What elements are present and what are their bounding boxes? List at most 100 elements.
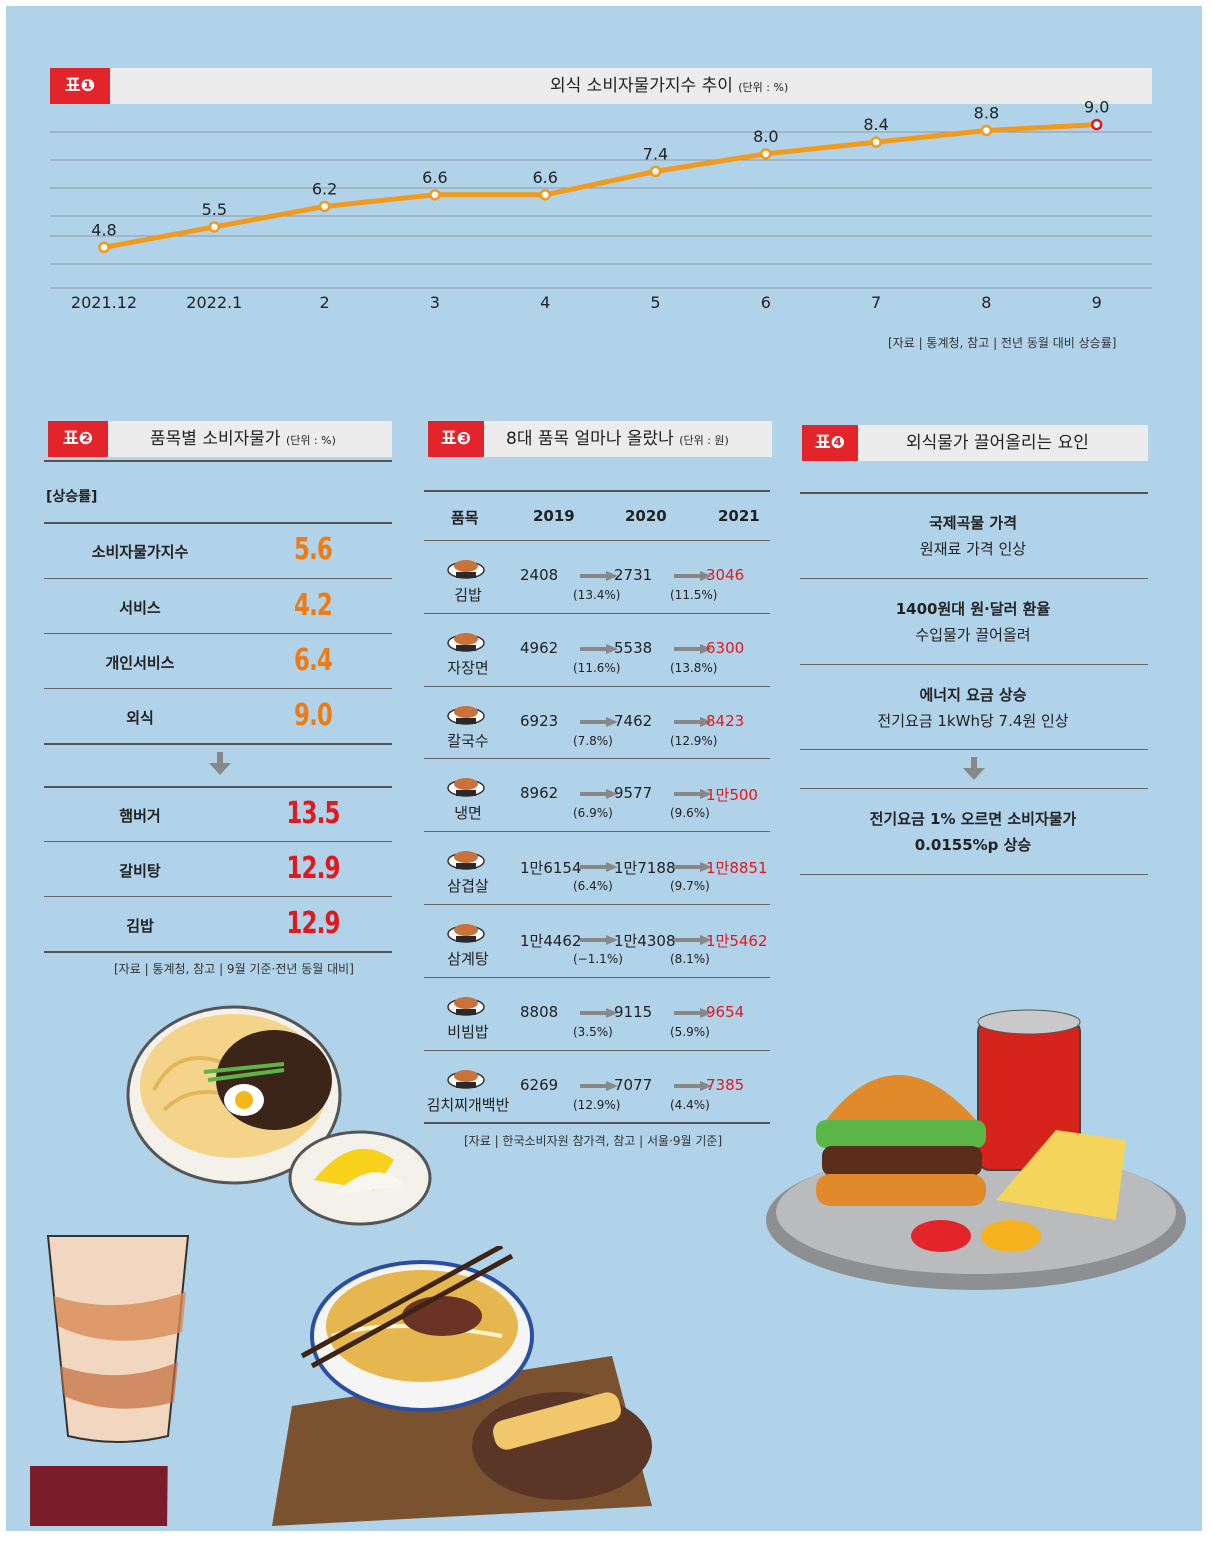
table1-tag: 표❶	[50, 68, 110, 104]
right-arrow-icon	[674, 789, 712, 799]
table3-value-2019: 1만6154	[520, 859, 582, 877]
table3-value-2020: 1만7188	[614, 859, 676, 877]
table3-item-name: 삼겹살	[447, 877, 489, 895]
right-arrow-icon	[580, 717, 618, 727]
table3-value-2019: 4962	[520, 639, 559, 657]
table3-pct-2021: (4.4%)	[670, 1098, 710, 1112]
table4-rule	[800, 492, 1148, 494]
gimbap-icon	[447, 560, 485, 579]
data-point	[539, 189, 551, 201]
table3-item-name: 자장면	[447, 659, 489, 677]
right-arrow-icon	[674, 935, 712, 945]
data-label: 6.6	[422, 168, 447, 187]
table3-pct-2021: (9.6%)	[670, 806, 710, 820]
table3-value-2021: 1만5462	[706, 932, 768, 950]
table2-row-value: 5.6	[293, 532, 333, 567]
table3-value-2019: 1만4462	[520, 932, 582, 950]
table2-header: 표❷ 품목별 소비자물가 (단위 : %)	[48, 421, 392, 457]
data-point	[98, 241, 110, 254]
data-point	[760, 148, 772, 160]
table3-value-2020: 5538	[614, 639, 653, 657]
table4-rule	[800, 749, 1148, 750]
right-arrow-icon	[580, 789, 618, 799]
table3-pct-2021: (11.5%)	[670, 588, 718, 602]
right-arrow-icon	[674, 1008, 712, 1018]
table3-tag: 표❸	[428, 421, 484, 457]
table2-row-value: 9.0	[293, 698, 333, 733]
table3-pct-2021: (5.9%)	[670, 1025, 710, 1039]
kimchi-jjigae-icon	[447, 1070, 485, 1089]
table2-row-label: 소비자물가지수	[91, 543, 189, 561]
data-label: 6.6	[532, 168, 557, 187]
table3-pct-2021: (12.9%)	[670, 734, 718, 748]
table4-rule	[800, 874, 1148, 875]
down-arrow-icon	[963, 757, 985, 780]
table3-pct-2020: (−1.1%)	[573, 952, 623, 966]
bibimbap-icon	[447, 997, 485, 1016]
table3-header-2020: 2020	[625, 507, 667, 525]
table2-row-label: 갈비탕	[119, 862, 161, 880]
x-tick-label: 2022.1	[186, 293, 242, 312]
table4-title: 외식물가 끌어올리는 요인	[906, 433, 1089, 453]
table2-rule	[44, 786, 392, 788]
table3-unit: (단위 : 원)	[679, 434, 729, 447]
table2-row-label: 김밥	[126, 917, 154, 935]
table2-title: 품목별 소비자물가	[150, 429, 281, 449]
table2-row-value: 12.9	[286, 906, 340, 941]
table4-conclusion-line1: 전기요금 1% 오르면 소비자물가	[869, 810, 1077, 828]
data-point	[1090, 118, 1103, 131]
table3-pct-2020: (12.9%)	[573, 1098, 621, 1112]
table2-rule	[44, 578, 392, 579]
table4-item-body: 전기요금 1kWh당 7.4원 인상	[877, 712, 1069, 730]
table3-pct-2020: (13.4%)	[573, 588, 621, 602]
table2-rule	[44, 522, 392, 524]
table3-pct-2021: (9.7%)	[670, 879, 710, 893]
table3-item-name: 삼계탕	[447, 950, 489, 968]
right-arrow-icon	[674, 571, 712, 581]
x-tick-label: 5	[650, 293, 660, 312]
right-arrow-icon	[674, 1081, 712, 1091]
samgyetang-icon	[447, 924, 485, 943]
table3-value-2019: 8808	[520, 1003, 559, 1021]
table4-conclusion-line2: 0.0155%p 상승	[914, 836, 1032, 854]
table3-rule-top	[424, 490, 770, 492]
x-tick-label: 8	[981, 293, 991, 312]
table3-rule	[424, 613, 770, 614]
burger-set-illustration	[766, 1009, 1186, 1290]
table2-row-value: 4.2	[293, 588, 333, 623]
table2-row-label: 외식	[126, 709, 154, 727]
table4-tag: 표❹	[802, 425, 858, 461]
jajangmyeon-illustration	[126, 1005, 432, 1226]
table3-pct-2021: (8.1%)	[670, 952, 710, 966]
table3-value-2021: 1만8851	[706, 859, 768, 877]
data-point	[318, 200, 331, 213]
samgyeopsal-icon	[447, 851, 485, 870]
table4-item-body: 원재료 가격 인상	[919, 540, 1027, 558]
table3-header-item: 품목	[451, 509, 479, 527]
table3-pct-2020: (11.6%)	[573, 661, 621, 675]
table3-pct-2020: (6.4%)	[573, 879, 613, 893]
table3-value-2019: 8962	[520, 784, 559, 802]
table3-rule	[424, 1050, 770, 1051]
data-label: 5.5	[202, 200, 227, 219]
table4-rule	[800, 578, 1148, 579]
table3-title: 8대 품목 얼마나 올랐나	[506, 429, 674, 449]
table3-header-2019: 2019	[533, 507, 575, 525]
data-point	[429, 189, 441, 201]
table1-unit: (단위 : %)	[738, 81, 789, 94]
table2-rule	[44, 743, 392, 745]
table3-pct-2020: (7.8%)	[573, 734, 613, 748]
table3-rule-bottom	[424, 1122, 770, 1124]
table1-source: [자료 | 통계청, 참고 | 전년 동월 대비 상승률]	[888, 336, 1117, 350]
data-label: 9.0	[1084, 98, 1109, 117]
table2-subheader: [상승률]	[46, 489, 98, 505]
table3-value-2020: 2731	[614, 566, 653, 584]
right-arrow-icon	[580, 644, 618, 654]
table2-tag: 표❷	[48, 421, 108, 457]
table3-header-2021: 2021	[718, 507, 760, 525]
table2-row-label: 개인서비스	[105, 654, 175, 672]
table2-row-label: 서비스	[119, 599, 161, 617]
table3-value-2020: 1만4308	[614, 932, 676, 950]
table3-source: [자료 | 한국소비자원 참가격, 참고 | 서울·9월 기준]	[464, 1134, 723, 1148]
table2-source: [자료 | 통계청, 참고 | 9월 기준·전년 동월 대비]	[114, 962, 354, 976]
